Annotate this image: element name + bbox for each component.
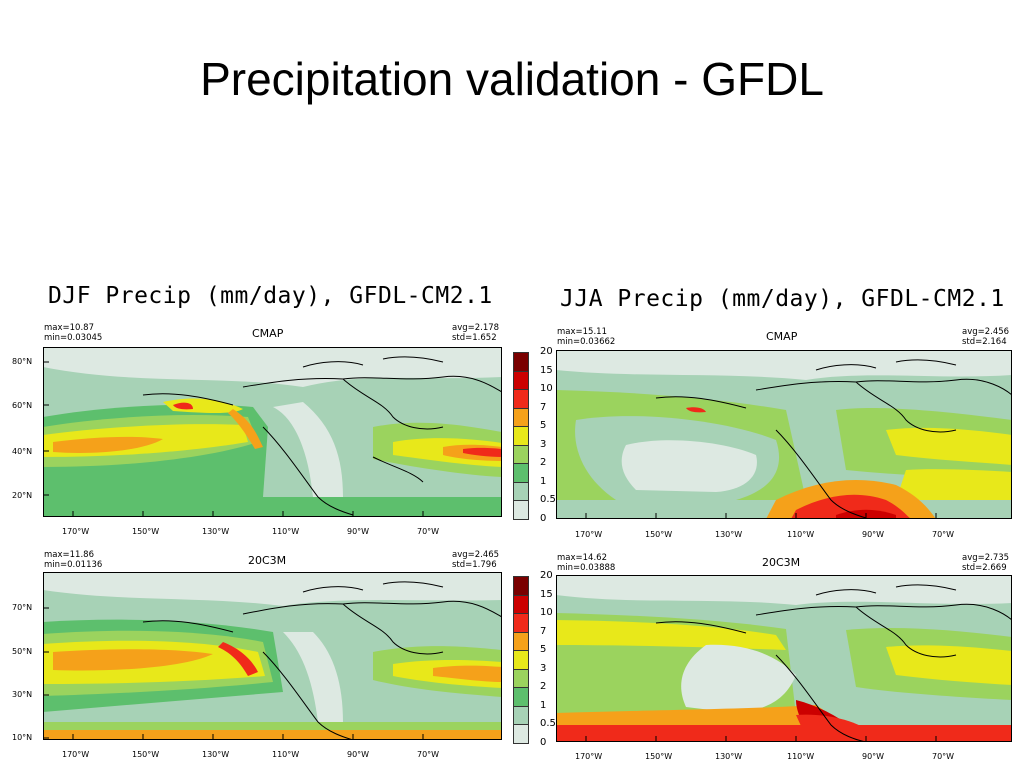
map-panel-jja-20c3m xyxy=(556,575,1012,742)
figure-title-jja: JJA Precip (mm/day), GFDL-CM2.1 xyxy=(560,286,1005,312)
colorbar-label: 5 xyxy=(540,644,547,655)
panel-title: 20C3M xyxy=(248,554,287,567)
panel-min: min=0.03045 xyxy=(44,333,103,343)
lon-label: 130°W xyxy=(715,752,743,761)
colorbar-label: 7 xyxy=(540,625,547,637)
colorbar-label: 1 xyxy=(540,475,547,487)
lon-label: 170°W xyxy=(575,530,603,539)
colorbar-label: 20 xyxy=(540,570,553,581)
lat-label: 80°N xyxy=(12,357,33,366)
lon-label: 110°W xyxy=(272,527,300,536)
lon-label: 130°W xyxy=(202,750,230,759)
panel-std: std=2.164 xyxy=(962,337,1007,347)
lon-label: 90°W xyxy=(862,530,885,539)
colorbar-swatch xyxy=(513,576,529,596)
lon-label: 110°W xyxy=(787,530,815,539)
colorbar-swatch xyxy=(513,724,529,744)
slide-title: Precipitation validation - GFDL xyxy=(200,53,824,105)
lat-label: 70°N xyxy=(12,603,33,612)
colorbar-swatch xyxy=(513,705,529,725)
lat-label: 60°N xyxy=(12,401,33,410)
panel-max: max=10.87 xyxy=(44,323,94,333)
colorbar-swatch xyxy=(513,426,529,446)
colorbar-label: 2 xyxy=(540,457,547,468)
colorbar-label: 5 xyxy=(540,420,547,431)
lon-label: 110°W xyxy=(787,752,815,761)
colorbar-swatch xyxy=(513,370,529,390)
colorbar-swatch xyxy=(513,631,529,651)
colorbar-swatch xyxy=(513,594,529,614)
lon-label: 170°W xyxy=(575,752,603,761)
colorbar-swatch xyxy=(513,463,529,483)
colorbar-label: 0.5 xyxy=(540,718,556,729)
colorbar-label: 3 xyxy=(540,438,547,450)
colorbar-label: 1 xyxy=(540,699,547,711)
colorbar-swatch xyxy=(513,444,529,464)
colorbar-label: 2 xyxy=(540,681,547,692)
map-panel-djf-cmap xyxy=(43,347,502,517)
colorbar-label: 3 xyxy=(540,662,547,674)
lon-label: 130°W xyxy=(715,530,743,539)
map-panel-jja-cmap xyxy=(556,350,1012,519)
lon-label: 70°W xyxy=(417,527,440,536)
lon-label: 130°W xyxy=(202,527,230,536)
panel-avg: avg=2.735 xyxy=(962,553,1010,563)
panel-std: std=1.796 xyxy=(452,560,497,570)
colorbar-swatch xyxy=(513,389,529,409)
colorbar-label: 0 xyxy=(540,512,547,524)
panel-title: 20C3M xyxy=(762,556,801,569)
colorbar-swatch xyxy=(513,407,529,427)
lat-label: 40°N xyxy=(12,447,33,456)
colorbar-label: 15 xyxy=(540,364,553,376)
lon-label: 110°W xyxy=(272,750,300,759)
panel-std: std=2.669 xyxy=(962,563,1007,573)
map-panel-djf-20c3m xyxy=(43,572,502,740)
colorbar-label: 10 xyxy=(540,383,553,394)
lon-label: 70°W xyxy=(417,750,440,759)
panel-title: CMAP xyxy=(252,327,284,340)
colorbar-swatch xyxy=(513,500,529,520)
lon-label: 90°W xyxy=(347,527,370,536)
colorbar-label: 10 xyxy=(540,607,553,618)
panel-avg: avg=2.456 xyxy=(962,327,1010,337)
lon-label: 150°W xyxy=(645,530,673,539)
lon-label: 170°W xyxy=(62,750,90,759)
panel-avg: avg=2.465 xyxy=(452,550,500,560)
figure-title-djf: DJF Precip (mm/day), GFDL-CM2.1 xyxy=(48,283,493,309)
colorbar-label: 0.5 xyxy=(540,494,556,505)
colorbar-label: 7 xyxy=(540,401,547,413)
colorbar-swatch xyxy=(513,650,529,670)
colorbar-label: 0 xyxy=(540,736,547,748)
panel-min: min=0.01136 xyxy=(44,560,103,570)
lon-label: 70°W xyxy=(932,530,955,539)
lat-label: 20°N xyxy=(12,491,33,500)
colorbar-swatch xyxy=(513,613,529,633)
lon-label: 90°W xyxy=(862,752,885,761)
panel-avg: avg=2.178 xyxy=(452,323,500,333)
colorbar-swatch xyxy=(513,352,529,372)
lon-label: 150°W xyxy=(645,752,673,761)
lon-label: 150°W xyxy=(132,750,160,759)
lon-label: 170°W xyxy=(62,527,90,536)
panel-title: CMAP xyxy=(766,330,798,343)
panel-std: std=1.652 xyxy=(452,333,497,343)
panel-max: max=11.86 xyxy=(44,550,94,560)
lon-label: 70°W xyxy=(932,752,955,761)
colorbar-label: 20 xyxy=(540,346,553,357)
panel-min: min=0.03888 xyxy=(557,563,616,573)
panel-min: min=0.03662 xyxy=(557,337,616,347)
colorbar-label: 15 xyxy=(540,588,553,600)
colorbar-swatch xyxy=(513,668,529,688)
panel-max: max=15.11 xyxy=(557,327,607,337)
panel-max: max=14.62 xyxy=(557,553,607,563)
lat-label: 50°N xyxy=(12,647,33,656)
colorbar-swatch xyxy=(513,687,529,707)
colorbar-swatch xyxy=(513,481,529,501)
lon-label: 150°W xyxy=(132,527,160,536)
lat-label: 10°N xyxy=(12,733,33,742)
lat-label: 30°N xyxy=(12,690,33,699)
lon-label: 90°W xyxy=(347,750,370,759)
